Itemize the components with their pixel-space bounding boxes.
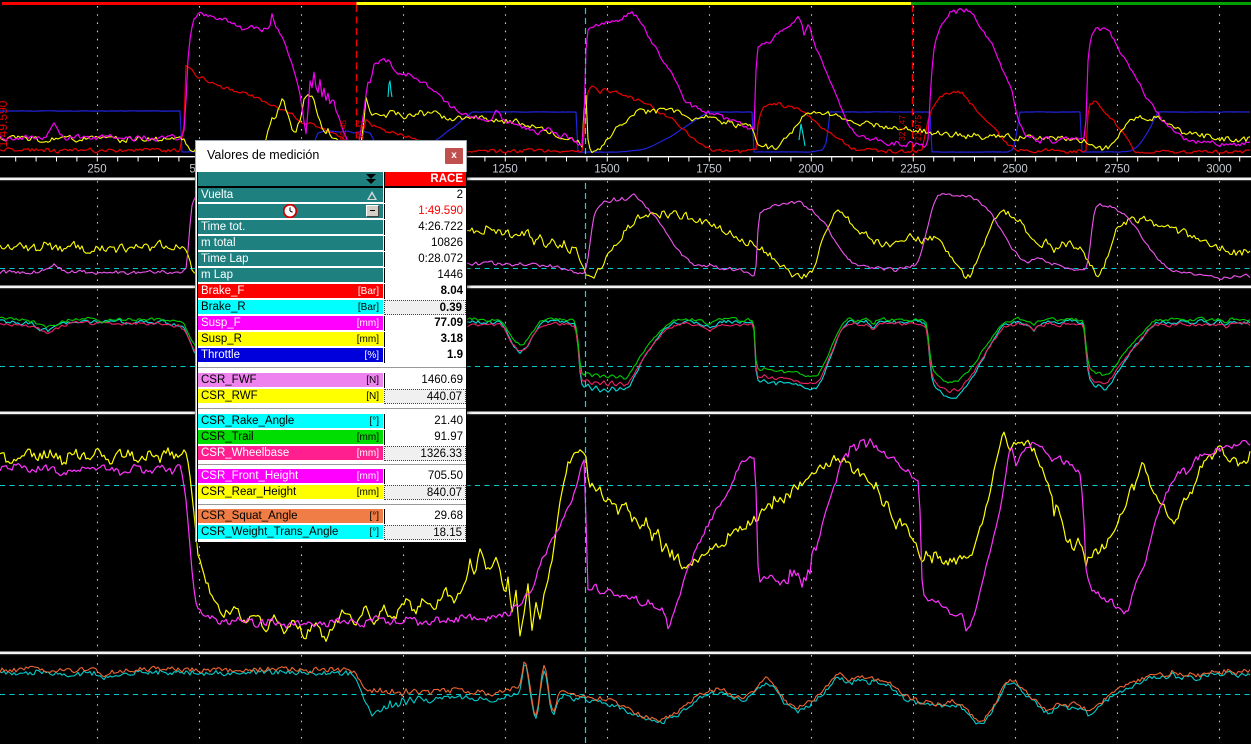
- svg-text:250: 250: [87, 164, 106, 176]
- svg-text:50.45: 50.45: [339, 119, 348, 140]
- svg-text:1750: 1750: [696, 164, 722, 176]
- svg-text:2750: 2750: [1104, 164, 1130, 176]
- svg-text:21.975: 21.975: [913, 115, 923, 141]
- svg-text:2250: 2250: [900, 164, 926, 176]
- svg-text:1500: 1500: [594, 164, 620, 176]
- svg-text:327.47: 327.47: [897, 115, 907, 141]
- svg-text:2500: 2500: [1002, 164, 1028, 176]
- svg-text:1:49.590: 1:49.590: [0, 100, 10, 147]
- svg-text:32.47: 32.47: [357, 119, 366, 140]
- svg-text:3000: 3000: [1206, 164, 1232, 176]
- svg-text:2000: 2000: [798, 164, 824, 176]
- svg-text:1250: 1250: [492, 164, 518, 176]
